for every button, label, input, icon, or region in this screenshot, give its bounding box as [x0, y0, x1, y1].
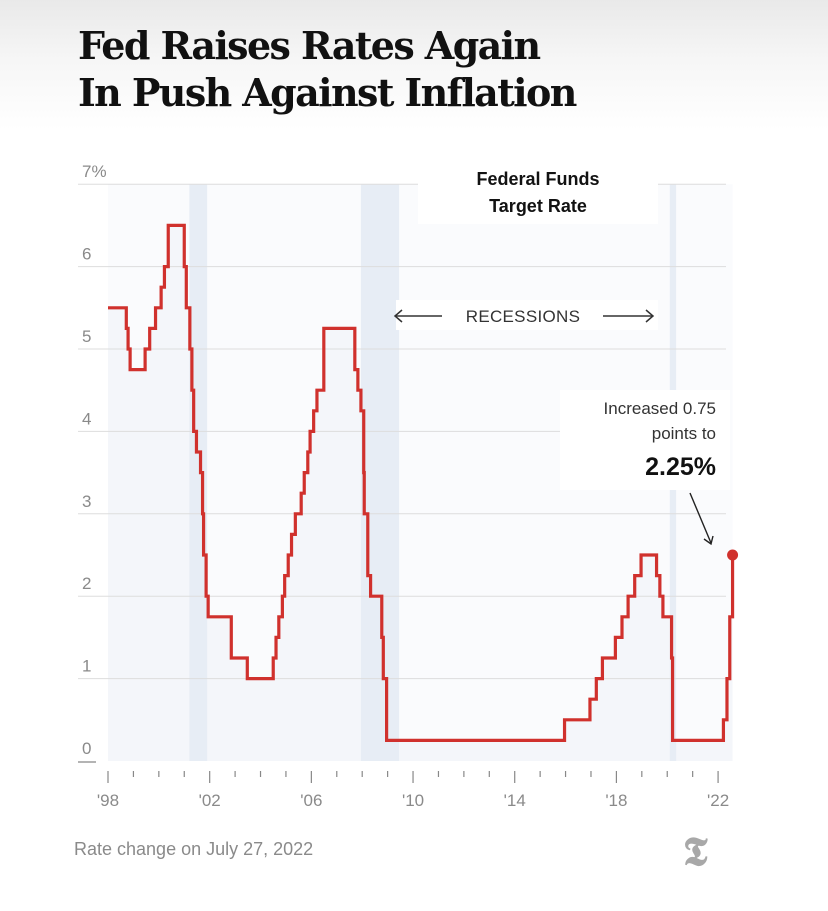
x-tick-label: '06	[300, 791, 322, 810]
annotation-mask	[560, 390, 730, 490]
y-tick-label: 2	[82, 574, 91, 593]
recession-band	[189, 184, 208, 761]
headline-line-2: In Push Against Inflation	[78, 70, 577, 115]
rate-line	[108, 223, 735, 742]
rate-line-series	[108, 223, 735, 742]
annotation-arrow-icon	[689, 492, 714, 546]
annotation-line-2: points to	[652, 424, 716, 443]
x-tick-label: '14	[504, 791, 526, 810]
chart-title-line-2: Target Rate	[489, 196, 587, 216]
recessions-label: RECESSIONS	[466, 307, 580, 326]
x-tick-label: '98	[97, 791, 119, 810]
headline-line-1: Fed Raises Rates Again	[78, 23, 541, 68]
y-tick-labels: 0 1 2 3 4 5 6 7%	[78, 162, 107, 763]
y-tick-label: 3	[82, 492, 91, 511]
annotation-value: 2.25%	[645, 453, 716, 481]
nyt-t-logo-icon: 𝕿	[683, 828, 708, 875]
x-tick-label: '22	[707, 791, 729, 810]
chart-title-line-1: Federal Funds	[476, 169, 599, 189]
arrow-left-icon	[393, 309, 442, 323]
fed-funds-rate-chart: 0 1 2 3 4 5 6 7% '98 '02 '06 '10 '14 '18 '22 Federal …	[78, 162, 739, 810]
y-tick-label: 0	[82, 739, 91, 758]
y-tick-label: 5	[82, 327, 91, 346]
x-axis: '98 '02 '06 '10 '14 '18 '22	[97, 771, 729, 810]
headline: Fed Raises Rates Again In Push Against I…	[78, 22, 577, 116]
annotation-line-1: Increased 0.75	[604, 399, 716, 418]
recessions-label-mask	[396, 300, 658, 330]
end-marker-dot	[727, 549, 739, 561]
x-tick-label: '18	[605, 791, 627, 810]
y-tick-label: 4	[82, 409, 91, 428]
y-tick-label: 1	[82, 657, 91, 676]
x-tick-label: '02	[199, 791, 221, 810]
chart-title-mask	[418, 162, 658, 224]
source-note: Rate change on July 27, 2022	[74, 839, 314, 859]
end-marker-group	[727, 549, 739, 561]
arrow-right-icon	[603, 309, 655, 323]
recession-band	[360, 184, 400, 761]
y-tick-label: 7%	[82, 162, 107, 181]
y-tick-label: 6	[82, 245, 91, 264]
x-tick-label: '10	[402, 791, 424, 810]
